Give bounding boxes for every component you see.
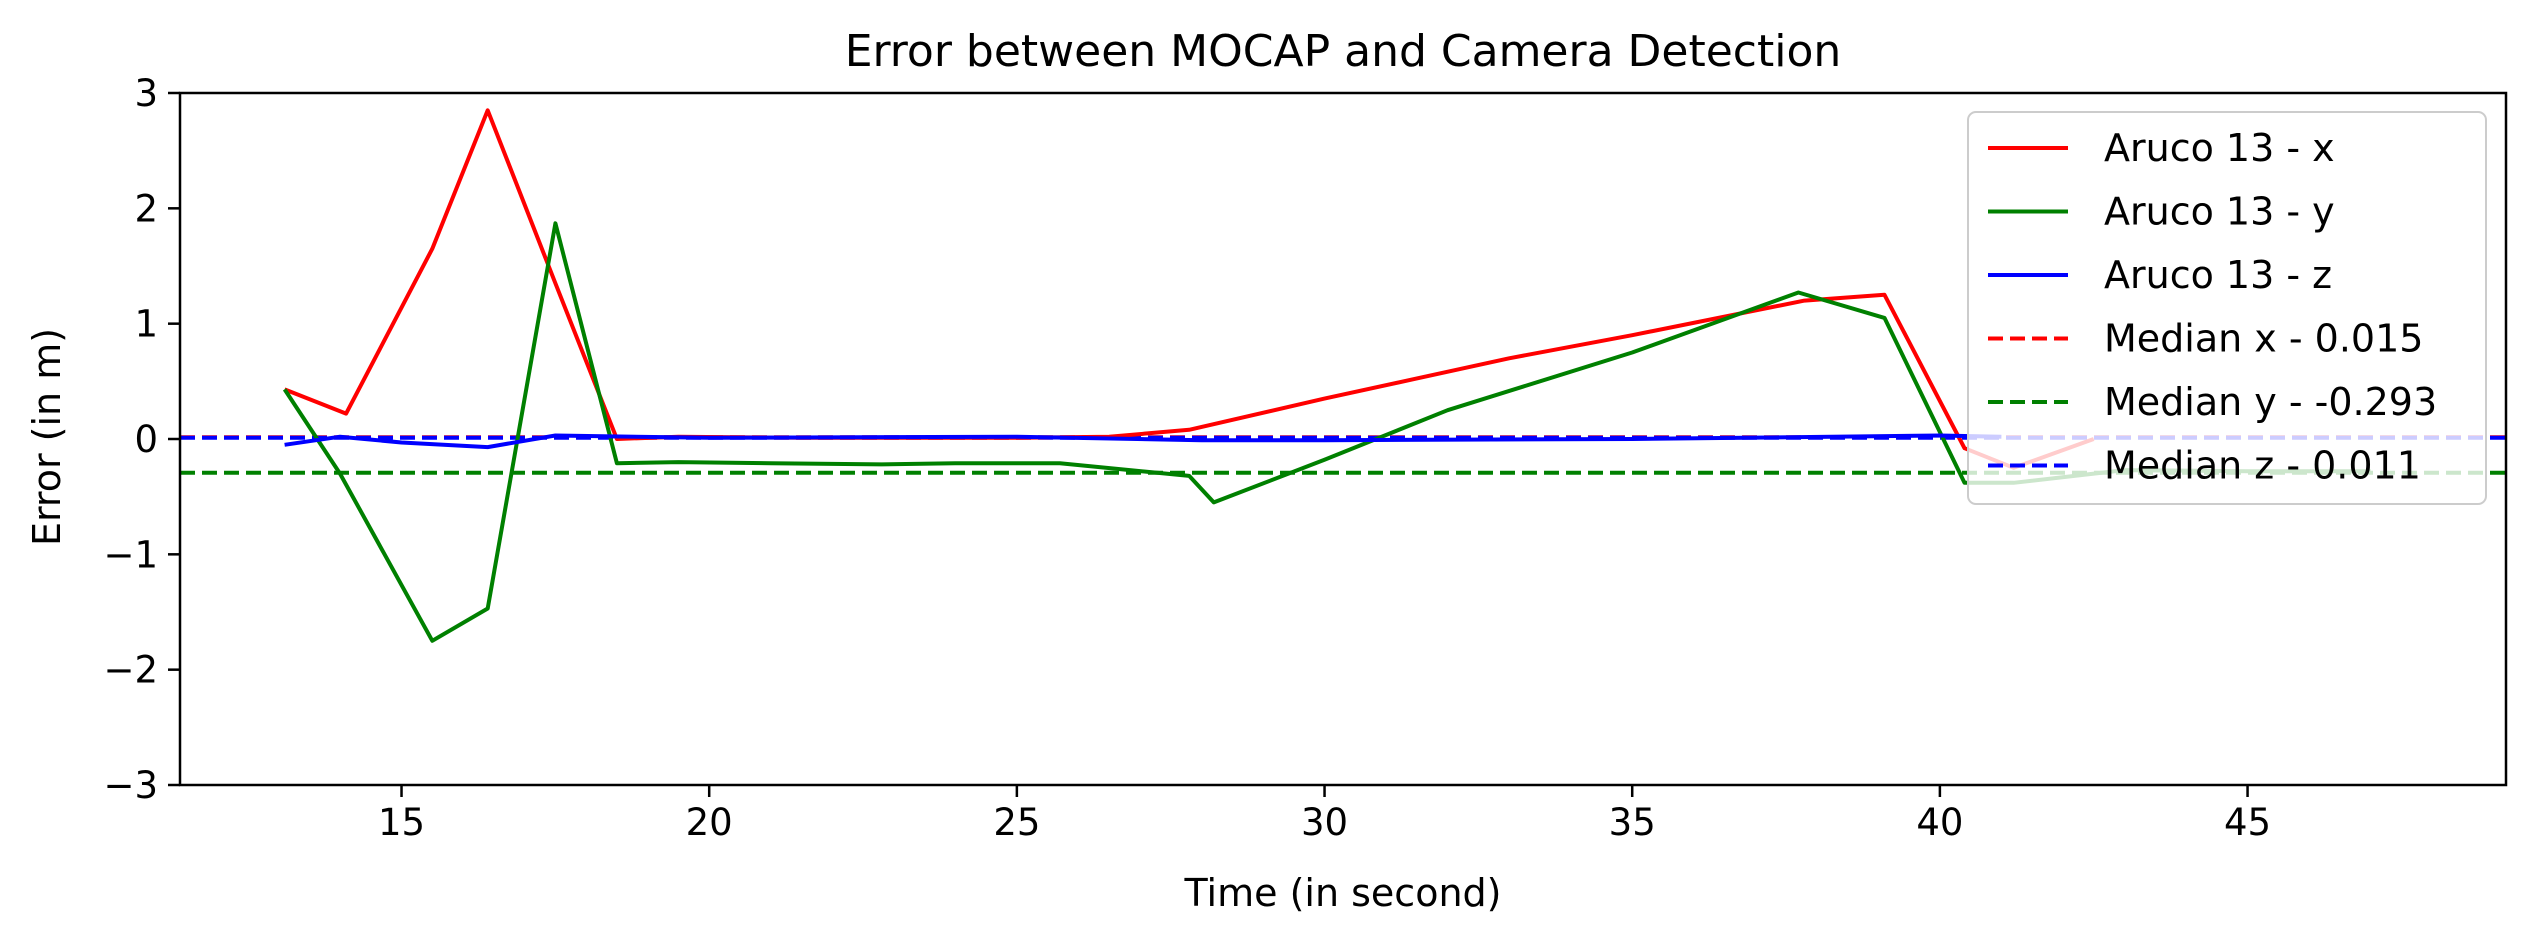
y-tick-label: −1 bbox=[103, 533, 158, 576]
series-line bbox=[284, 433, 2002, 450]
x-tick-label: 40 bbox=[1916, 801, 1963, 844]
y-axis-label: Error (in m) bbox=[25, 328, 69, 546]
axes-frame bbox=[178, 91, 2508, 787]
legend-box bbox=[1967, 111, 2487, 505]
x-axis-label: Time (in second) bbox=[1184, 871, 1502, 915]
legend-label: Aruco 13 - z bbox=[2104, 253, 2332, 297]
x-tick-label: 45 bbox=[2224, 801, 2271, 844]
x-tick-label: 20 bbox=[686, 801, 733, 844]
y-tick-label: −2 bbox=[103, 649, 158, 692]
legend-label: Median y - -0.293 bbox=[2104, 380, 2437, 424]
y-tick-label: −3 bbox=[103, 764, 158, 807]
x-tick-label: 30 bbox=[1301, 801, 1348, 844]
y-tick-label: 1 bbox=[134, 303, 158, 346]
axis-ticks: 15 20 25 30 35 40 45 −3 −2 −1 0 1 2 3 bbox=[103, 72, 2271, 844]
series-line bbox=[283, 108, 2095, 470]
legend-label: Aruco 13 - y bbox=[2104, 190, 2335, 234]
legend-label: Median z - 0.011 bbox=[2104, 444, 2421, 488]
chart-title: Error between MOCAP and Camera Detection bbox=[845, 26, 1842, 77]
x-tick-label: 15 bbox=[378, 801, 425, 844]
legend: Aruco 13 - x Aruco 13 - y Aruco 13 - z Medi… bbox=[1967, 111, 2487, 505]
y-tick-label: 0 bbox=[134, 418, 158, 461]
y-tick-label: 2 bbox=[134, 187, 158, 230]
x-tick-label: 35 bbox=[1609, 801, 1656, 844]
legend-label: Median x - 0.015 bbox=[2104, 317, 2423, 361]
legend-label: Aruco 13 - x bbox=[2104, 126, 2335, 170]
x-tick-label: 25 bbox=[993, 801, 1040, 844]
y-tick-label: 3 bbox=[134, 72, 158, 115]
